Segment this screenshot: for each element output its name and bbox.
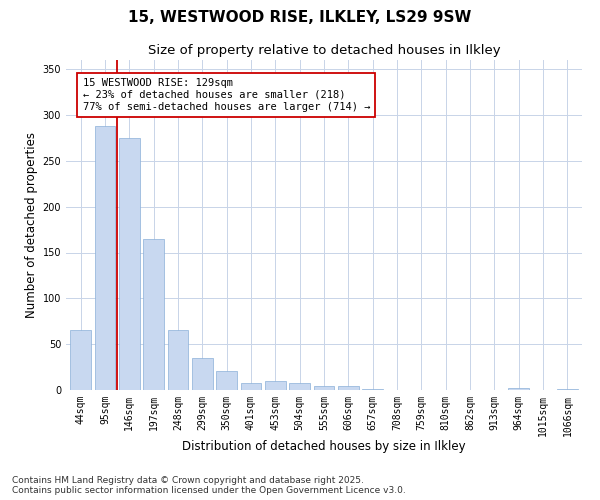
X-axis label: Distribution of detached houses by size in Ilkley: Distribution of detached houses by size …: [182, 440, 466, 453]
Bar: [95, 126, 115, 390]
Bar: [241, 382, 262, 390]
Bar: [167, 330, 188, 390]
Bar: [314, 386, 334, 390]
Bar: [70, 330, 91, 390]
Bar: [557, 389, 578, 390]
Text: 15, WESTWOOD RISE, ILKLEY, LS29 9SW: 15, WESTWOOD RISE, ILKLEY, LS29 9SW: [128, 10, 472, 25]
Bar: [143, 239, 164, 390]
Bar: [362, 389, 383, 390]
Text: Contains HM Land Registry data © Crown copyright and database right 2025.
Contai: Contains HM Land Registry data © Crown c…: [12, 476, 406, 495]
Bar: [216, 371, 237, 390]
Bar: [192, 358, 212, 390]
Text: 15 WESTWOOD RISE: 129sqm
← 23% of detached houses are smaller (218)
77% of semi-: 15 WESTWOOD RISE: 129sqm ← 23% of detach…: [83, 78, 370, 112]
Title: Size of property relative to detached houses in Ilkley: Size of property relative to detached ho…: [148, 44, 500, 58]
Bar: [289, 382, 310, 390]
Bar: [338, 386, 359, 390]
Bar: [508, 388, 529, 390]
Bar: [265, 381, 286, 390]
Bar: [119, 138, 140, 390]
Y-axis label: Number of detached properties: Number of detached properties: [25, 132, 38, 318]
